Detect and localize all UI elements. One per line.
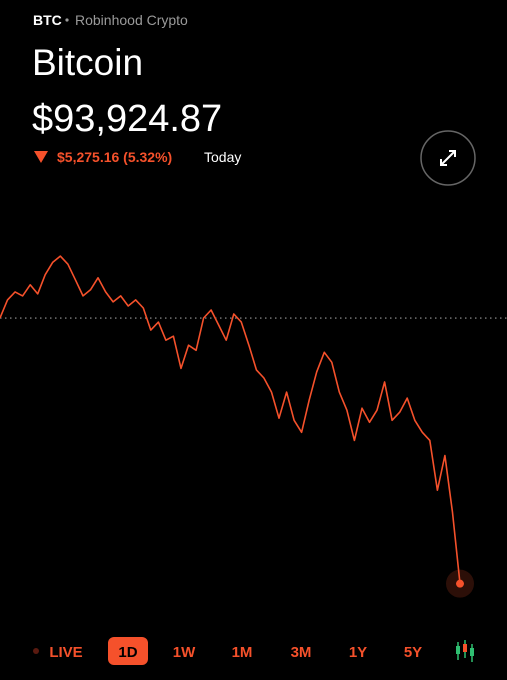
endpoint (456, 579, 464, 588)
price-chart (0, 255, 507, 598)
symbol: BTC (33, 12, 62, 28)
down-arrow (34, 151, 48, 163)
expand-icon (440, 150, 456, 166)
candle-body (463, 644, 467, 652)
price-line (0, 255, 461, 584)
source: Robinhood Crypto (75, 12, 188, 28)
range-tab[interactable]: 1M (232, 644, 253, 661)
selected-tab-bg (108, 637, 148, 665)
range-tab[interactable]: 1Y (349, 644, 367, 661)
asset-name: Bitcoin (32, 42, 143, 83)
candle-body (470, 648, 474, 656)
range-tab[interactable]: 5Y (404, 644, 422, 661)
live-dot (33, 648, 39, 654)
range-tab[interactable]: LIVE (49, 644, 82, 661)
expand-button[interactable] (420, 130, 476, 186)
change: $5,275.16 (5.32%) (57, 149, 172, 165)
range-tabs: LIVE 1D 1W 1M 3M 1Y 5Y (33, 637, 422, 665)
range-tab[interactable]: 1W (173, 644, 196, 661)
price: $93,924.87 (32, 98, 222, 140)
period: Today (204, 149, 241, 165)
candle-body (456, 646, 460, 654)
range-tab[interactable]: 1D (118, 644, 137, 661)
expand-circle (420, 130, 476, 186)
candlestick-toggle[interactable] (456, 640, 474, 662)
separator-dot (65, 18, 69, 22)
range-tab[interactable]: 3M (291, 644, 312, 661)
